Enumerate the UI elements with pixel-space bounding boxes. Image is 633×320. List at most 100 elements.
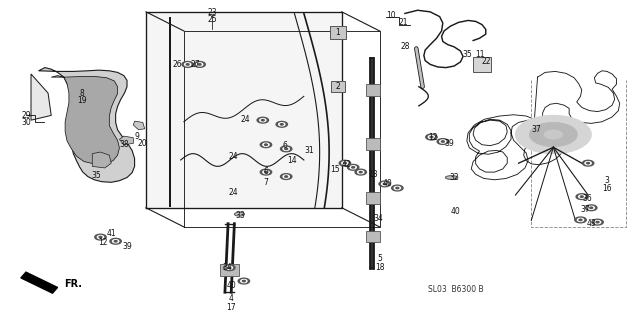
Circle shape [95, 234, 106, 240]
Circle shape [358, 171, 364, 174]
Text: 34: 34 [373, 214, 383, 223]
Circle shape [285, 148, 287, 149]
Text: 5: 5 [377, 254, 382, 263]
Text: 41: 41 [106, 229, 116, 238]
Text: 28: 28 [400, 42, 410, 52]
FancyBboxPatch shape [366, 138, 380, 150]
Circle shape [113, 240, 119, 243]
Circle shape [276, 122, 287, 127]
Text: 6: 6 [282, 141, 287, 150]
Text: 40: 40 [451, 207, 460, 216]
Polygon shape [39, 68, 135, 182]
Circle shape [223, 265, 235, 270]
Circle shape [585, 162, 591, 165]
Text: 21: 21 [399, 19, 408, 28]
Text: 4: 4 [229, 294, 234, 303]
Circle shape [241, 279, 247, 283]
Circle shape [576, 194, 587, 199]
Text: 42: 42 [342, 160, 351, 169]
Circle shape [575, 217, 586, 223]
Text: 12: 12 [98, 238, 108, 247]
Circle shape [384, 183, 386, 185]
Circle shape [586, 205, 597, 211]
Text: 17: 17 [227, 303, 236, 312]
Circle shape [437, 139, 449, 144]
Circle shape [344, 163, 346, 164]
Circle shape [186, 64, 189, 65]
Circle shape [265, 172, 267, 173]
FancyBboxPatch shape [330, 26, 346, 39]
Text: 40: 40 [382, 180, 392, 188]
Text: 8: 8 [79, 89, 84, 98]
Text: 10: 10 [386, 11, 396, 20]
Circle shape [579, 219, 582, 220]
Circle shape [352, 167, 354, 168]
Circle shape [99, 236, 102, 238]
Polygon shape [21, 272, 58, 293]
FancyBboxPatch shape [366, 193, 380, 204]
Text: 12: 12 [429, 133, 438, 142]
Text: 18: 18 [375, 263, 384, 272]
Circle shape [360, 172, 362, 173]
Text: 37: 37 [532, 125, 541, 134]
Circle shape [185, 63, 191, 66]
Circle shape [238, 278, 249, 284]
Circle shape [196, 63, 203, 66]
Circle shape [594, 220, 601, 224]
Text: 26: 26 [173, 60, 182, 69]
Circle shape [280, 146, 292, 152]
Circle shape [283, 147, 289, 150]
Circle shape [279, 123, 285, 126]
Circle shape [97, 236, 104, 239]
Circle shape [577, 218, 584, 221]
Text: 22: 22 [481, 57, 491, 66]
Circle shape [280, 124, 283, 125]
Circle shape [394, 187, 401, 190]
Circle shape [579, 195, 585, 198]
Text: 27: 27 [191, 60, 200, 69]
Text: 7: 7 [263, 179, 268, 188]
Circle shape [194, 61, 205, 67]
FancyBboxPatch shape [366, 231, 380, 242]
Text: 35: 35 [462, 50, 472, 59]
Circle shape [582, 160, 594, 166]
Polygon shape [134, 121, 145, 130]
Circle shape [342, 162, 348, 165]
Polygon shape [120, 136, 134, 145]
Text: 6: 6 [263, 167, 268, 176]
Text: 15: 15 [330, 165, 341, 174]
Text: 1: 1 [335, 28, 341, 37]
Circle shape [260, 169, 272, 175]
Text: 31: 31 [304, 146, 314, 155]
Text: 34: 34 [222, 263, 232, 272]
Circle shape [429, 135, 435, 139]
Text: 2: 2 [335, 82, 341, 91]
Circle shape [260, 119, 266, 122]
Text: 24: 24 [229, 152, 238, 161]
Circle shape [182, 61, 193, 67]
Circle shape [544, 130, 563, 139]
Circle shape [355, 169, 367, 175]
Text: 19: 19 [77, 96, 86, 105]
Circle shape [441, 141, 444, 142]
Text: 24: 24 [241, 115, 251, 124]
Circle shape [587, 163, 589, 164]
Circle shape [430, 136, 433, 138]
Circle shape [590, 207, 592, 209]
Circle shape [242, 280, 245, 282]
Circle shape [379, 181, 391, 187]
Circle shape [396, 187, 399, 189]
Circle shape [348, 164, 359, 170]
Circle shape [592, 219, 603, 225]
Text: 35: 35 [92, 172, 101, 180]
Circle shape [198, 64, 201, 65]
Text: 37: 37 [580, 205, 590, 214]
Text: 33: 33 [236, 211, 246, 220]
Circle shape [228, 267, 231, 268]
Text: 23: 23 [208, 8, 217, 17]
Text: 13: 13 [368, 170, 378, 179]
FancyBboxPatch shape [366, 84, 380, 96]
Text: 9: 9 [134, 132, 139, 140]
Circle shape [110, 238, 122, 244]
Text: FR.: FR. [64, 279, 82, 289]
